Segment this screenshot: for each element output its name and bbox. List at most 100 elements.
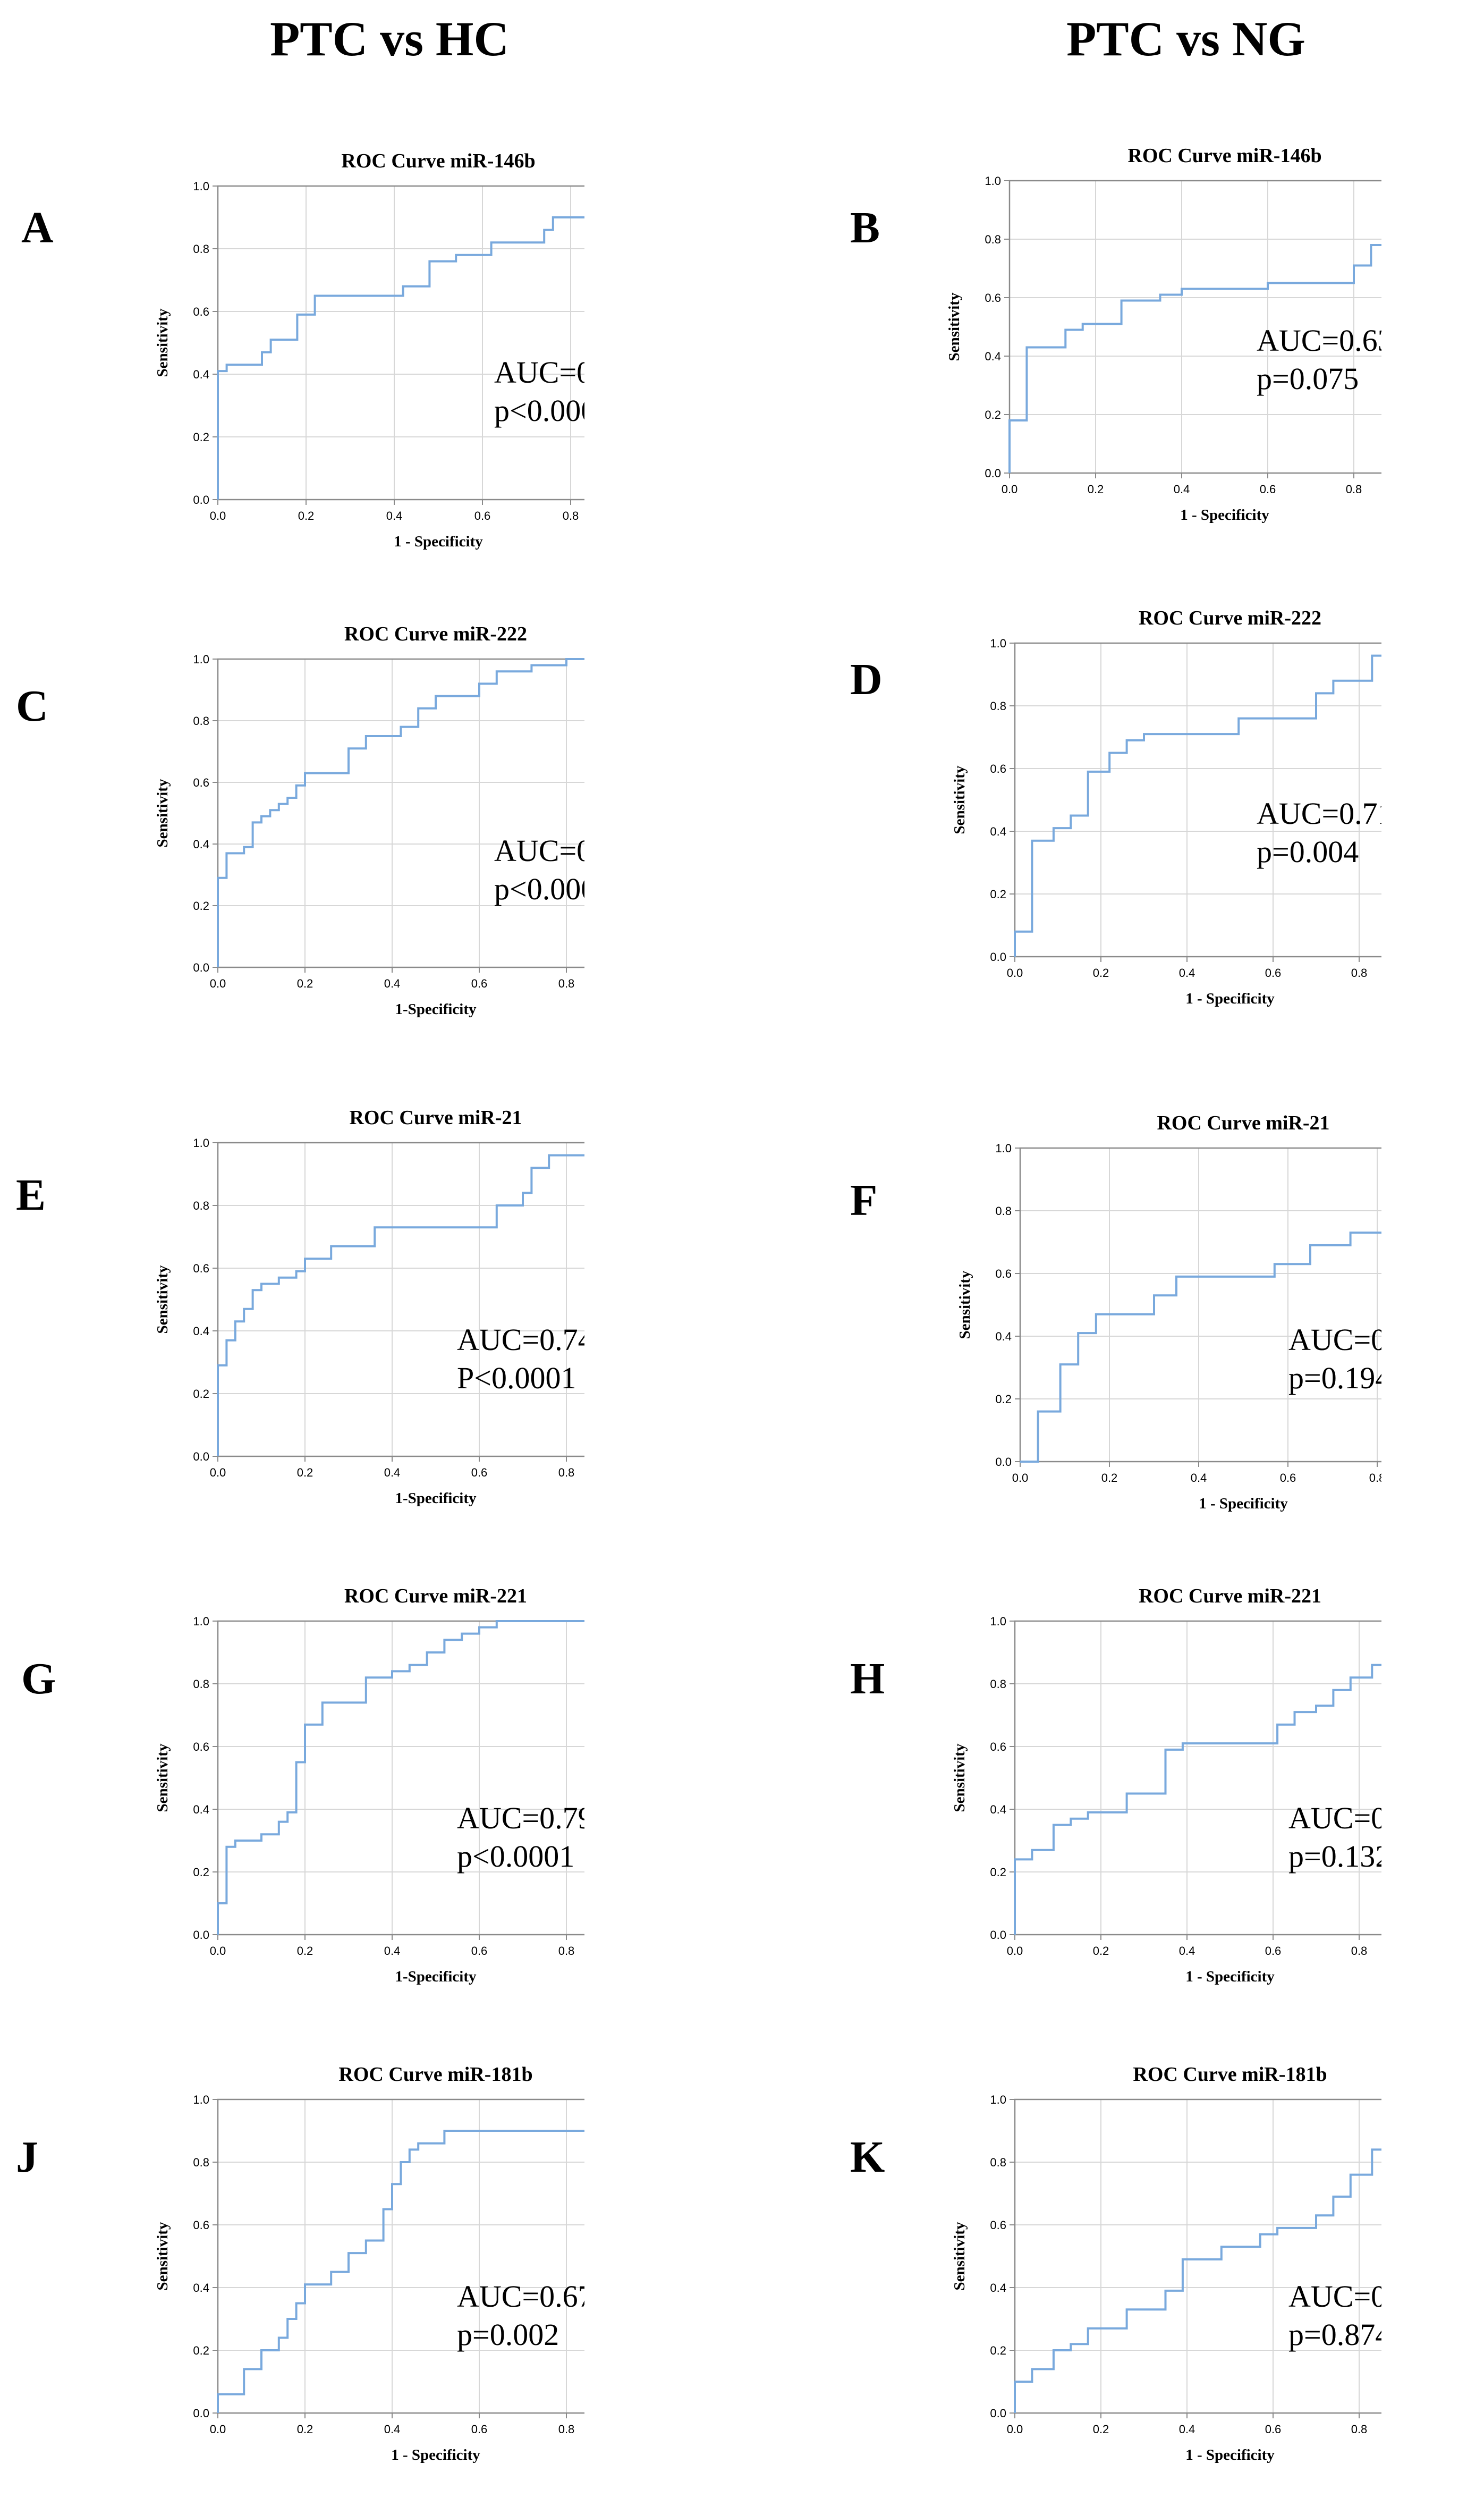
y-tick-label: 0.0 bbox=[985, 467, 1001, 480]
roc-chart: ROC Curve miR-222 0.0 0.2 0.4 0.6 0.8 1.0 0.0 0.… bbox=[951, 607, 1381, 1007]
chart-title: ROC Curve miR-21 bbox=[1157, 1112, 1329, 1134]
y-axis-label: Sensitivity bbox=[951, 2222, 968, 2290]
roc-panel-b: B ROC Curve miR-146b 0.0 0.2 0.4 0.6 0.8 1.0 0.0… bbox=[797, 122, 1381, 601]
y-tick-label: 0.0 bbox=[990, 950, 1006, 964]
y-tick-label: 0.0 bbox=[990, 2407, 1006, 2420]
x-axis-label: 1 - Specificity bbox=[394, 533, 483, 550]
x-tick-label: 0.8 bbox=[1351, 2423, 1368, 2436]
x-tick-label: 0.8 bbox=[563, 509, 579, 522]
x-tick-label: 0.4 bbox=[386, 509, 403, 522]
chart-title: ROC Curve miR-181b bbox=[1133, 2063, 1327, 2086]
x-axis-label: 1 - Specificity bbox=[1199, 1495, 1288, 1512]
y-tick-label: 0.6 bbox=[193, 305, 209, 318]
y-tick-label: 0.8 bbox=[990, 2156, 1006, 2169]
y-tick-label: 0.2 bbox=[193, 899, 209, 913]
x-tick-label: 0.2 bbox=[297, 2423, 313, 2436]
x-tick-label: 0.6 bbox=[1265, 2423, 1282, 2436]
auc-annotation: AUC=0.595 bbox=[1288, 1322, 1381, 1357]
plot-frame bbox=[217, 185, 584, 501]
p-value-annotation: p<0.0001 bbox=[494, 393, 584, 428]
y-tick-label: 0.6 bbox=[193, 1262, 209, 1275]
p-value-annotation: p=0.132 bbox=[1288, 1839, 1381, 1874]
y-tick-label: 0.4 bbox=[193, 2281, 209, 2294]
auc-annotation: AUC=0.675 bbox=[457, 2279, 584, 2314]
x-tick-label: 0.6 bbox=[471, 2423, 488, 2436]
y-tick-label: 0.6 bbox=[995, 1267, 1012, 1280]
y-tick-label: 0.0 bbox=[995, 1455, 1012, 1469]
auc-annotation: AUC=0.783 bbox=[494, 833, 584, 868]
panel-letter: H bbox=[850, 1654, 885, 1703]
auc-annotation: AUC=0.744 bbox=[457, 1322, 584, 1357]
roc-chart: ROC Curve miR-21 0.0 0.2 0.4 0.6 0.8 1.0 0.0 0.2… bbox=[154, 1107, 584, 1507]
roc-chart: ROC Curve miR-146b 0.0 0.2 0.4 0.6 0.8 1.0 0.0 0… bbox=[154, 150, 584, 550]
x-axis-label: 1 - Specificity bbox=[1185, 1968, 1275, 1985]
roc-curve-line bbox=[217, 1154, 584, 1456]
plot-frame bbox=[1008, 180, 1381, 474]
auc-annotation: AUC=0.612 bbox=[1288, 1801, 1381, 1835]
panel-letter: J bbox=[16, 2132, 38, 2182]
x-tick-label: 0.6 bbox=[471, 977, 488, 990]
x-tick-label: 0.0 bbox=[210, 977, 226, 990]
x-tick-label: 0.2 bbox=[1101, 1471, 1118, 1484]
x-tick-label: 0.8 bbox=[1369, 1471, 1381, 1484]
y-tick-label: 0.2 bbox=[995, 1393, 1012, 1406]
chart-title: ROC Curve miR-146b bbox=[341, 150, 535, 172]
y-tick-label: 0.2 bbox=[193, 1866, 209, 1879]
x-axis-label: 1 - Specificity bbox=[1180, 507, 1269, 524]
chart-title: ROC Curve miR-221 bbox=[1139, 1585, 1321, 1607]
chart-title: ROC Curve miR-146b bbox=[1127, 145, 1321, 167]
chart-title: ROC Curve miR-222 bbox=[1139, 607, 1321, 629]
p-value-annotation: p<0.0001 bbox=[457, 1839, 574, 1874]
x-tick-label: 0.4 bbox=[384, 977, 401, 990]
x-tick-label: 0.8 bbox=[558, 1466, 575, 1479]
y-tick-label: 0.2 bbox=[193, 431, 209, 444]
y-axis-label: Sensitivity bbox=[951, 765, 968, 834]
y-tick-label: 0.0 bbox=[193, 1928, 209, 1942]
x-tick-label: 0.6 bbox=[1265, 1944, 1282, 1958]
roc-curve-line bbox=[217, 216, 584, 500]
x-tick-label: 0.8 bbox=[558, 977, 575, 990]
x-tick-label: 0.2 bbox=[298, 509, 315, 522]
y-tick-label: 1.0 bbox=[193, 653, 209, 666]
x-tick-label: 0.4 bbox=[1191, 1471, 1207, 1484]
plot-frame bbox=[217, 1620, 584, 1936]
y-tick-label: 0.8 bbox=[193, 242, 209, 256]
x-tick-label: 0.2 bbox=[297, 977, 313, 990]
y-tick-label: 0.6 bbox=[990, 1740, 1006, 1753]
x-tick-label: 0.4 bbox=[1179, 966, 1195, 980]
plot-frame bbox=[217, 1142, 584, 1457]
x-tick-label: 0.6 bbox=[1280, 1471, 1296, 1484]
y-axis-label: Sensitivity bbox=[154, 1743, 171, 1812]
chart-title: ROC Curve miR-221 bbox=[344, 1585, 527, 1607]
y-tick-label: 0.8 bbox=[193, 1677, 209, 1691]
x-tick-label: 0.0 bbox=[210, 2423, 226, 2436]
x-axis-label: 1-Specificity bbox=[395, 1490, 477, 1507]
y-tick-label: 1.0 bbox=[990, 1615, 1006, 1628]
p-value-annotation: p=0.194 bbox=[1288, 1361, 1381, 1395]
auc-annotation: AUC=0.631 bbox=[1257, 323, 1381, 358]
roc-chart: ROC Curve miR-181b 0.0 0.2 0.4 0.6 0.8 1.0 0.0 0… bbox=[154, 2063, 584, 2464]
x-tick-label: 0.2 bbox=[1088, 483, 1104, 496]
y-tick-label: 0.6 bbox=[990, 2218, 1006, 2232]
y-tick-label: 1.0 bbox=[193, 180, 209, 193]
y-tick-label: 0.0 bbox=[990, 1928, 1006, 1942]
y-tick-label: 0.8 bbox=[193, 714, 209, 728]
p-value-annotation: p=0.075 bbox=[1257, 361, 1359, 396]
y-tick-label: 0.6 bbox=[193, 2218, 209, 2232]
chart-title: ROC Curve miR-181b bbox=[338, 2063, 532, 2086]
auc-annotation: AUC=0.724 bbox=[494, 355, 584, 390]
y-tick-label: 0.6 bbox=[193, 776, 209, 789]
y-tick-label: 0.0 bbox=[193, 1450, 209, 1463]
x-tick-label: 0.0 bbox=[210, 509, 226, 522]
y-tick-label: 0.8 bbox=[990, 699, 1006, 713]
x-tick-label: 0.0 bbox=[1007, 2423, 1023, 2436]
y-axis-label: Sensitivity bbox=[946, 292, 963, 361]
roc-curve-line bbox=[1014, 1664, 1381, 1935]
y-tick-label: 0.4 bbox=[990, 825, 1006, 838]
roc-panel-c: C ROC Curve miR-222 0.0 0.2 0.4 0.6 0.8 1.0 0.0 0… bbox=[0, 601, 584, 1079]
plot-frame bbox=[1014, 2098, 1381, 2414]
panel-letter: B bbox=[850, 203, 880, 252]
y-axis-label: Sensitivity bbox=[956, 1270, 973, 1339]
roc-panel-f: F ROC Curve miR-21 0.0 0.2 0.4 0.6 0.8 1.0 0.0 0.… bbox=[797, 1084, 1381, 1563]
y-axis-label: Sensitivity bbox=[154, 779, 171, 847]
